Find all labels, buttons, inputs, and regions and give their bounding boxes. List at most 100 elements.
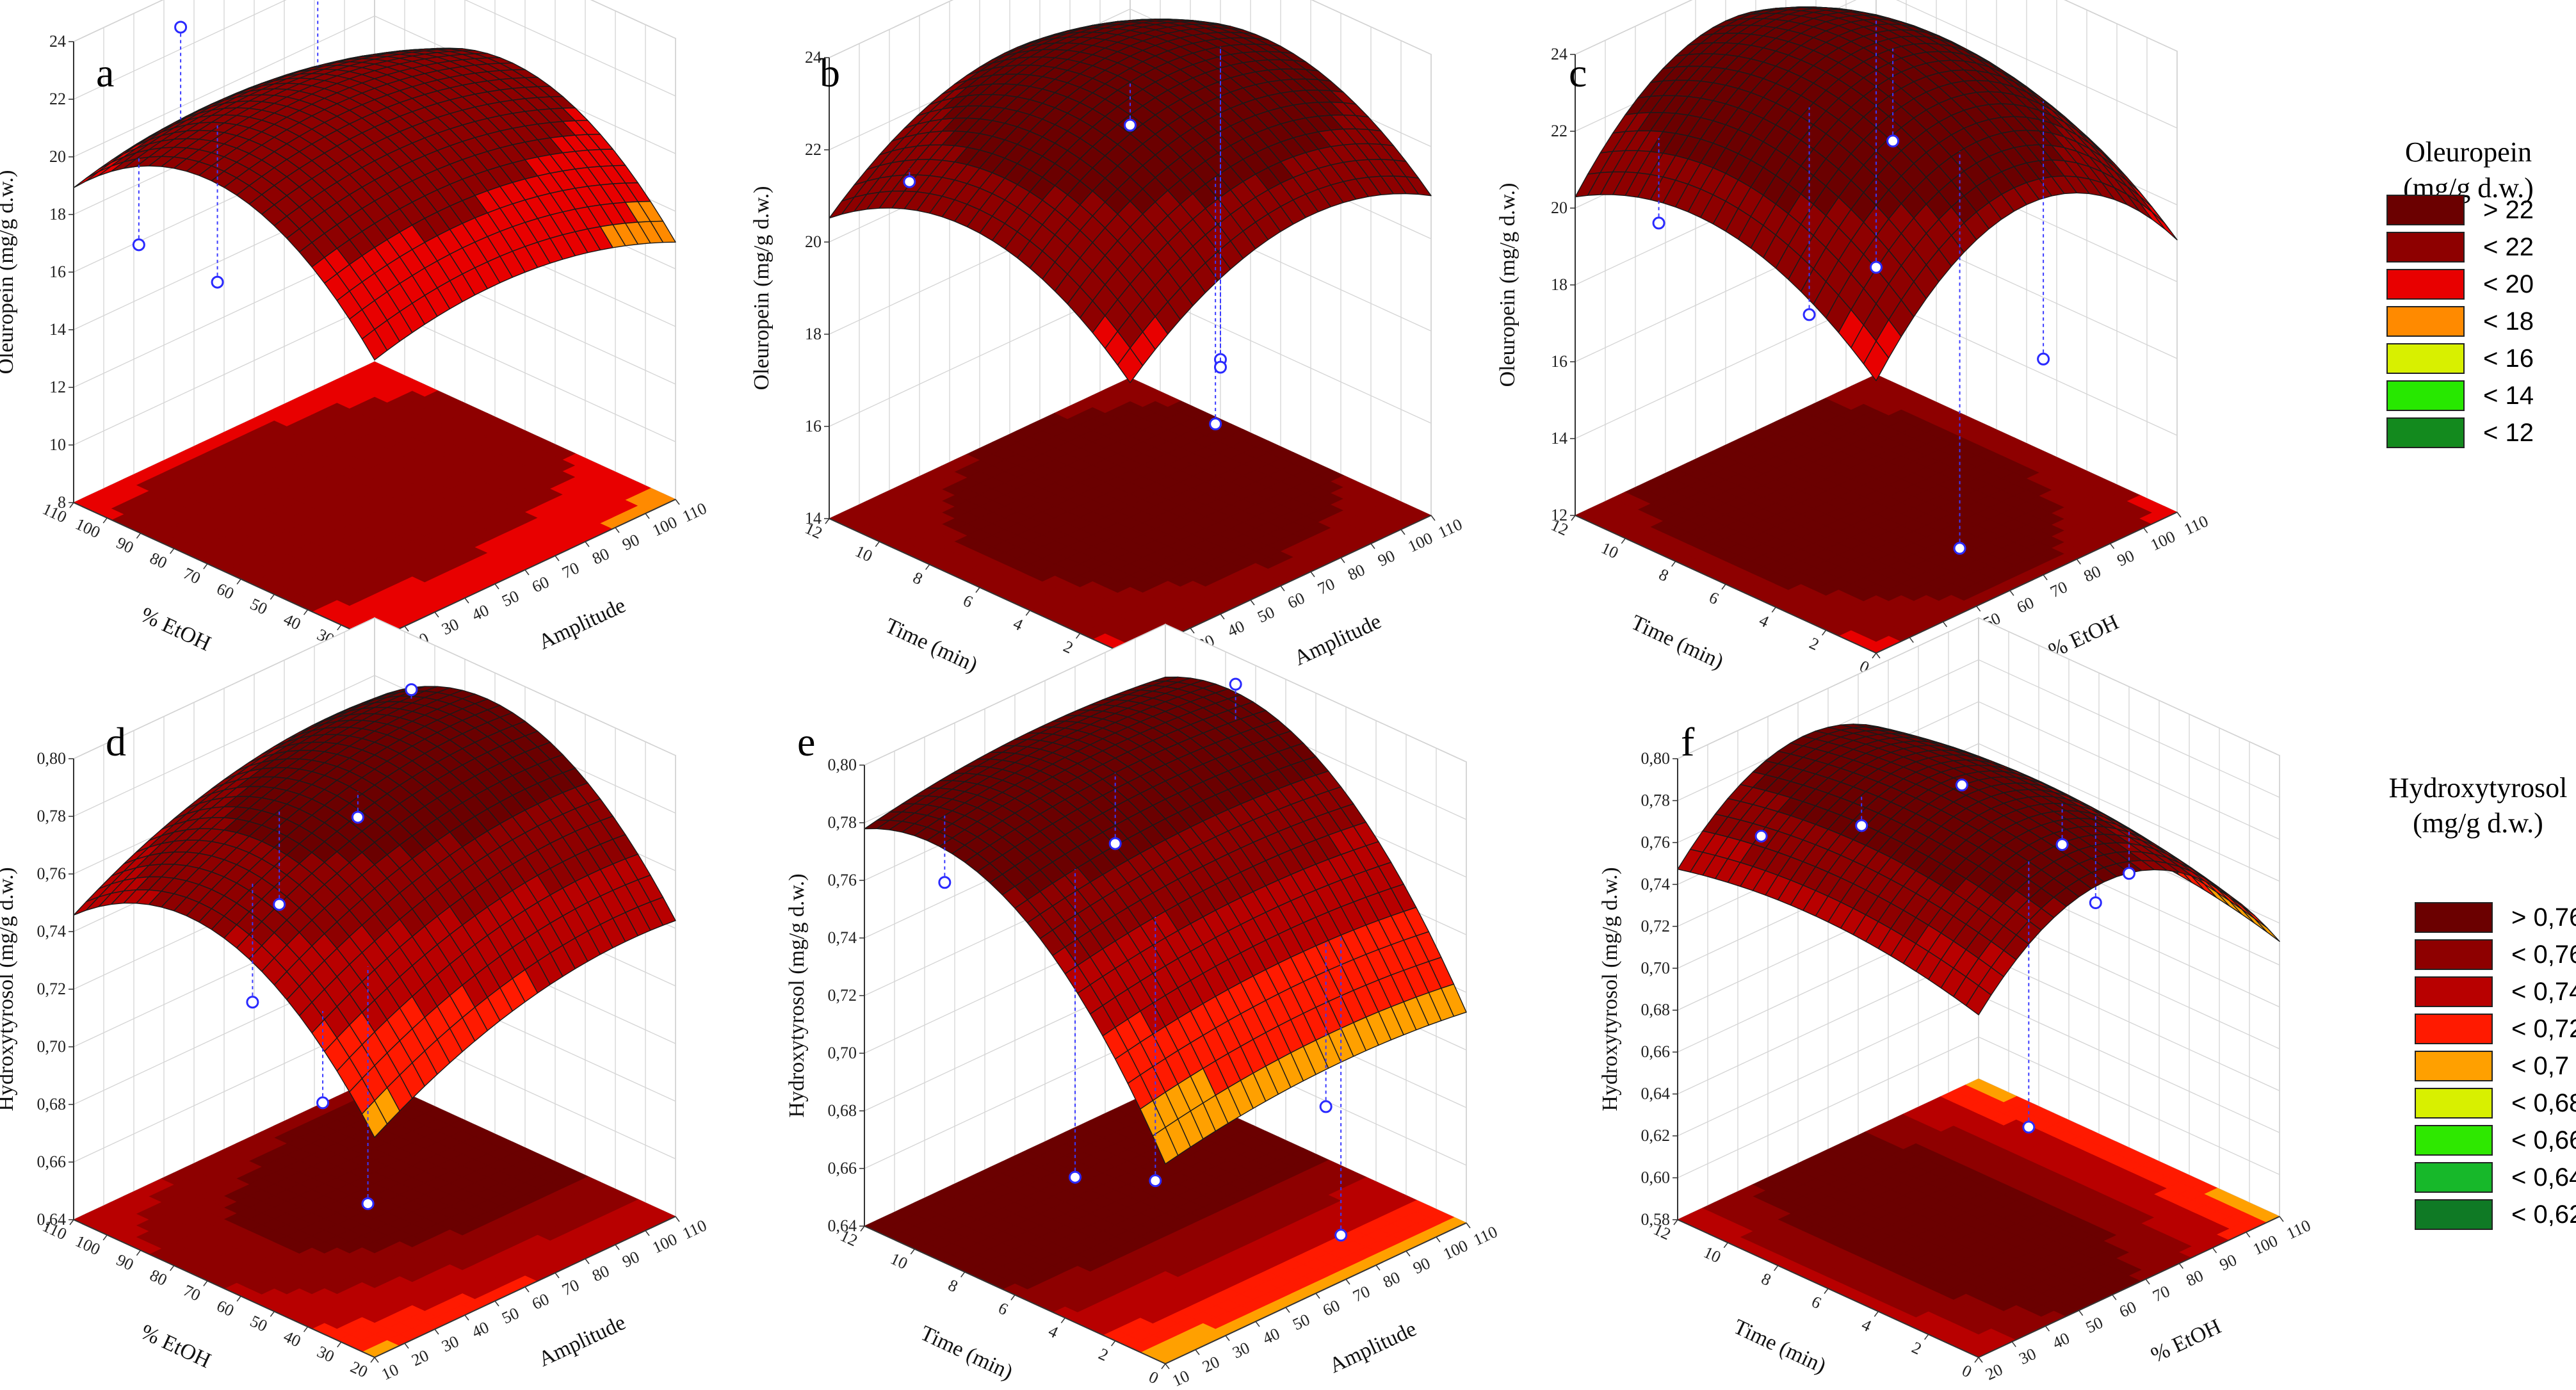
panel-f-z-tick-label: 0,68 xyxy=(1641,1001,1671,1019)
panel-c-data-point xyxy=(1802,308,1816,321)
panel-e-x-axis-label: Amplitude xyxy=(1325,1317,1420,1378)
legend-oleuropein-label: < 20 xyxy=(2483,270,2534,298)
panel-f-z-tick-label: 0,72 xyxy=(1641,917,1671,935)
panel-a-y-axis-label: % EtOH xyxy=(137,603,215,656)
panel-c-x-tick-label: 80 xyxy=(2081,562,2104,586)
panel-d-y-tick-label: 70 xyxy=(181,1281,204,1305)
panel-d-data-point xyxy=(316,1096,330,1110)
panel-f-surface xyxy=(1677,723,2280,1015)
panel-c-letter: c xyxy=(1569,50,1587,95)
panel-f-z-tick-label: 0,60 xyxy=(1641,1168,1671,1187)
panel-c-z-tick-label: 24 xyxy=(1551,45,1567,63)
panel-d: 1020304050607080901001102030405060708090… xyxy=(0,617,709,1384)
legend-hydroxytyrosol: Hydroxytyrosol (mg/g d.w.) > 0,76 < 0,76 <… xyxy=(2389,772,2576,1230)
panel-c-y-tick-label: 8 xyxy=(1656,565,1671,585)
panel-f-x-tick-label: 70 xyxy=(2150,1282,2173,1305)
panel-e-y-tick-label: 0 xyxy=(1146,1368,1162,1388)
panel-c-surface xyxy=(1575,6,2178,382)
panel-f-z-tick-label: 0,76 xyxy=(1641,833,1671,852)
panel-d-y-tick-label: 50 xyxy=(247,1312,270,1336)
panel-e-z-tick-label: 0,76 xyxy=(828,871,857,889)
legend-hydroxytyrosol-label: < 0,72 xyxy=(2511,1015,2576,1043)
panel-a-x-tick-label: 40 xyxy=(469,601,492,624)
panel-d-x-tick-label: 40 xyxy=(469,1318,492,1341)
panel-d-x-tick-label: 50 xyxy=(499,1304,522,1327)
panel-e-x-tick-label: 70 xyxy=(1350,1282,1373,1305)
panel-d-z-axis-label: Hydroxytyrosol (mg/g d.w.) xyxy=(0,867,18,1111)
panel-e-x-tick-label: 110 xyxy=(1470,1222,1500,1249)
panel-d-z-tick-label: 0,78 xyxy=(37,807,67,825)
panel-e-z-tick-label: 0,80 xyxy=(828,756,857,774)
legend-hydroxytyrosol-label: < 0,66 xyxy=(2511,1126,2576,1154)
panel-b-y-tick-label: 4 xyxy=(1010,614,1026,634)
panel-e-data-point xyxy=(1108,837,1122,850)
panel-d-y-tick-label: 90 xyxy=(113,1250,136,1274)
panel-b-data-point xyxy=(1214,360,1227,374)
panel-a-z-tick-label: 16 xyxy=(49,263,66,281)
panel-c-y-tick-label: 2 xyxy=(1806,634,1822,654)
panel-a-y-tick-label: 60 xyxy=(214,579,237,603)
panel-f-z-tick-label: 0,78 xyxy=(1641,791,1671,809)
panel-d-z-tick-label: 0,72 xyxy=(37,980,67,998)
panel-f-x-tick-label: 60 xyxy=(2116,1297,2139,1321)
panel-c-data-point xyxy=(1652,216,1665,230)
panel-c-x-tick-label: 60 xyxy=(2014,593,2037,617)
panel-d-data-point xyxy=(246,996,259,1009)
panel-f-x-tick-label: 110 xyxy=(2283,1216,2313,1243)
panel-b-y-tick-label: 6 xyxy=(960,591,976,611)
panel-e-x-tick-label: 40 xyxy=(1260,1324,1283,1348)
panel-f: 20304050607080901001100246810120,580,600… xyxy=(1598,617,2313,1384)
panel-f-data-point xyxy=(1754,829,1768,843)
panel-d-x-tick-label: 110 xyxy=(679,1216,709,1243)
panel-f-x-tick-label: 50 xyxy=(2083,1313,2106,1337)
panel-a-x-tick-label: 110 xyxy=(679,499,709,526)
legend-oleuropein-swatch xyxy=(2386,306,2465,337)
legend-hydroxytyrosol-label: < 0,68 xyxy=(2511,1089,2576,1117)
panel-f-x-tick-label: 80 xyxy=(2183,1266,2207,1290)
panel-c-y-axis-label: Time (min) xyxy=(1628,611,1728,674)
panel-c: 2030405060708090100110024681012121416182… xyxy=(1496,0,2211,679)
panel-c-z-tick-label: 20 xyxy=(1551,198,1567,217)
legend-hydroxytyrosol-swatch xyxy=(2415,976,2493,1007)
panel-a-x-tick-label: 80 xyxy=(589,544,612,568)
panel-b-x-tick-label: 50 xyxy=(1254,602,1277,626)
panel-c-x-tick-label: 90 xyxy=(2114,546,2137,570)
legend-oleuropein-swatch xyxy=(2386,417,2465,448)
panel-c-data-point xyxy=(1870,261,1883,274)
panel-f-z-tick-label: 0,62 xyxy=(1641,1126,1671,1145)
panel-b-y-axis-label: Time (min) xyxy=(882,614,982,677)
panel-b-x-tick-label: 70 xyxy=(1315,574,1338,598)
panel-e-y-tick-label: 4 xyxy=(1046,1321,1061,1342)
panel-e-z-axis-label: Hydroxytyrosol (mg/g d.w.) xyxy=(785,873,809,1117)
legend-hydroxytyrosol-label: < 0,62 xyxy=(2511,1200,2576,1229)
panel-a-z-tick-label: 24 xyxy=(49,32,66,51)
panel-c-z-axis-label: Oleuropein (mg/g d.w.) xyxy=(1496,183,1519,387)
legend-hydroxytyrosol-swatch xyxy=(2415,902,2493,933)
panel-e-y-tick-label: 10 xyxy=(887,1249,911,1273)
panel-a-letter: a xyxy=(96,50,114,95)
panel-a-z-tick-label: 8 xyxy=(58,493,66,512)
panel-d-y-tick-label: 60 xyxy=(214,1297,237,1320)
panel-a-x-tick-label: 60 xyxy=(529,572,552,596)
panel-a-z-axis-label: Oleuropein (mg/g d.w.) xyxy=(0,170,18,375)
panel-e-x-tick-label: 80 xyxy=(1380,1268,1403,1291)
panel-b-z-tick-label: 18 xyxy=(805,325,822,343)
panel-f-letter: f xyxy=(1681,719,1695,764)
panel-a-x-tick-label: 100 xyxy=(649,513,680,540)
panel-d-y-tick-label: 30 xyxy=(314,1342,337,1366)
panel-d-z-tick-label: 0,66 xyxy=(37,1152,67,1171)
panel-d-data-point xyxy=(273,898,286,911)
panel-f-x-tick-label: 100 xyxy=(2250,1231,2281,1259)
panel-d-z-tick-label: 0,68 xyxy=(37,1095,67,1113)
legend-oleuropein-entries: > 22 < 22 < 20 < 18 < 16 < 14 < 12 xyxy=(2386,195,2534,448)
panel-b-y-tick-label: 2 xyxy=(1060,637,1076,658)
panel-f-data-point xyxy=(1955,779,1968,792)
panel-a-data-point xyxy=(174,20,188,34)
panel-a-contour-floor xyxy=(73,361,676,641)
panel-b-surface xyxy=(829,19,1432,384)
legend-hydroxytyrosol-label: < 0,64 xyxy=(2511,1163,2576,1192)
panel-a-x-axis-label: Amplitude xyxy=(535,594,629,654)
panel-f-z-tick-label: 0,66 xyxy=(1641,1042,1671,1061)
panel-a-y-tick-label: 70 xyxy=(181,564,204,588)
